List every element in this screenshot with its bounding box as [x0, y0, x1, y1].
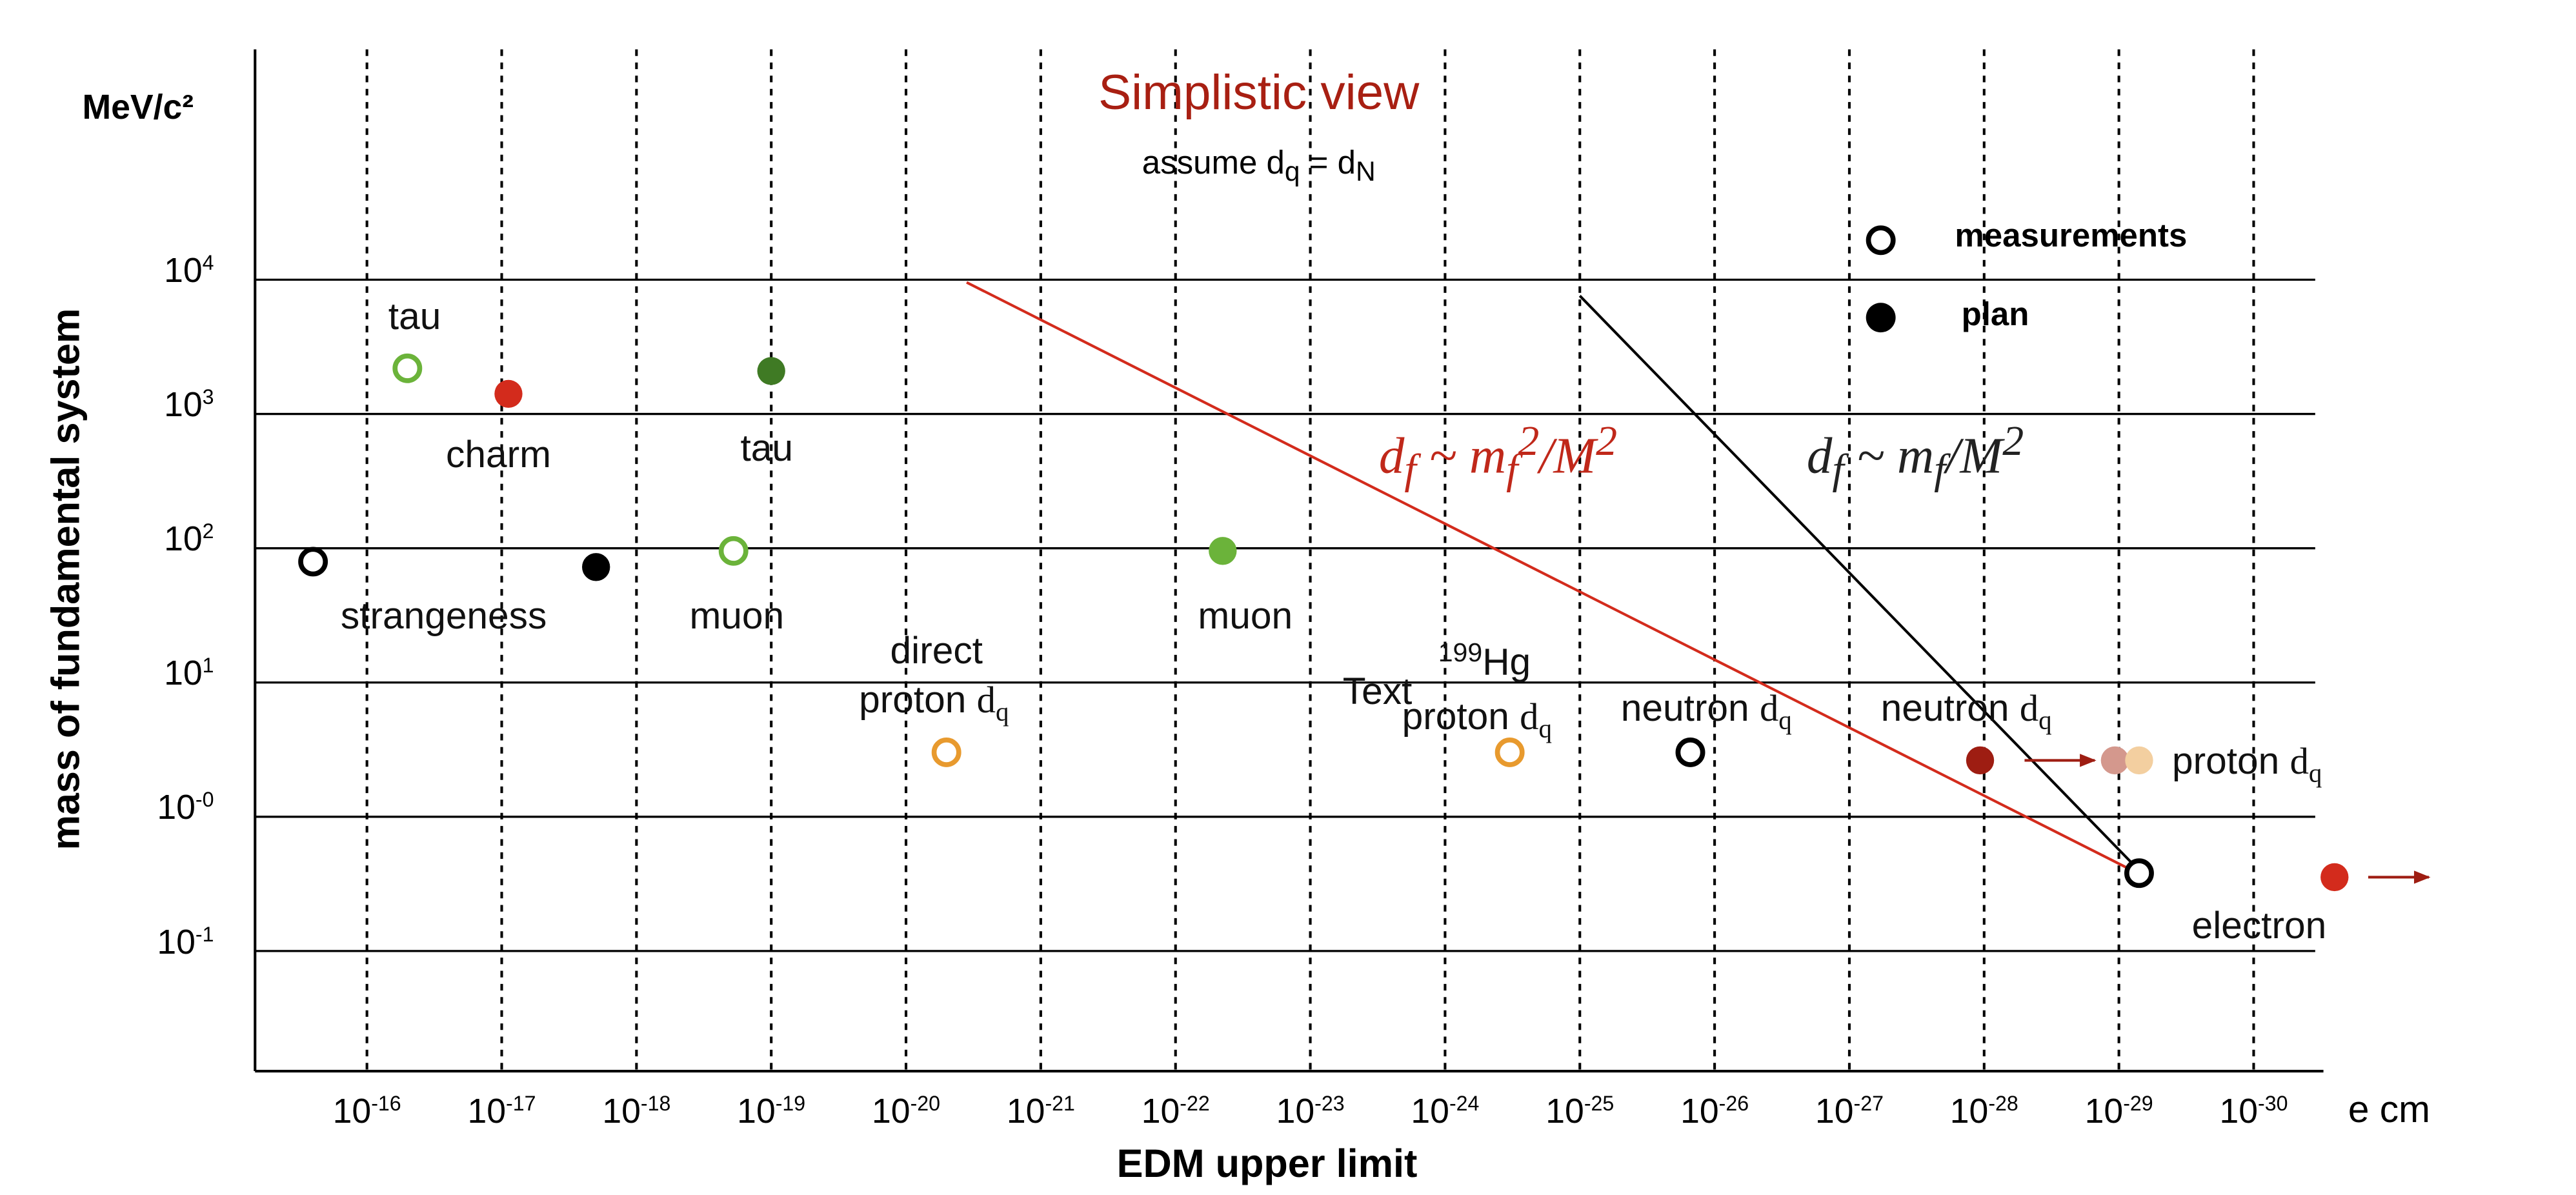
legend-label-measurements: measurements: [1955, 217, 2187, 254]
legend-label-plan: plan: [1962, 296, 2029, 332]
y-tick-label: 10-1: [157, 923, 214, 961]
formula-linear: df ~ mf/M2: [1807, 418, 2024, 493]
label-text: Text: [1343, 671, 1413, 712]
x-tick-label: 10-16: [333, 1092, 401, 1130]
quadratic-scaling-line: [966, 281, 2133, 872]
label-electron: electron: [2192, 905, 2327, 947]
axes-layer: 10-16 10-17 10-18 10-19 10-20 10-21 10-22 10-23…: [43, 49, 2430, 1185]
chart-title: Simplistic view: [1098, 66, 1419, 120]
label-hg: 199Hg: [1438, 638, 1531, 683]
label-neutron-meas: neutron dq: [1621, 688, 1792, 734]
x-axis-title: EDM upper limit: [1117, 1142, 1418, 1185]
y-tick-label: 102: [164, 520, 214, 558]
chart-subtitle: assume dq = dN: [1142, 145, 1376, 187]
point-muon-meas: [718, 536, 749, 566]
label-muon-left: muon: [689, 596, 784, 637]
x-tick-label: 10-28: [1950, 1092, 2018, 1130]
x-tick-label: 10-25: [1545, 1092, 1614, 1130]
point-neutron-meas: [1675, 737, 1706, 767]
x-tick-label: 10-19: [737, 1092, 805, 1130]
point-neutron-plan-future: [2100, 746, 2129, 775]
label-tau-left: tau: [388, 296, 441, 337]
y-unit-label: MeV/c²: [83, 89, 194, 126]
label-proton-plan: proton dq: [2172, 741, 2322, 787]
y-axis-title: mass of fundamental system: [43, 308, 87, 850]
point-charm-plan: [494, 379, 523, 408]
legend-marker-filled: [1866, 303, 1896, 333]
point-tau-plan: [757, 357, 785, 385]
x-tick-label: 10-27: [1815, 1092, 1884, 1130]
point-neutron-plan: [1966, 746, 1995, 775]
point-strangeness-plan: [582, 553, 610, 581]
x-tick-label: 10-26: [1680, 1092, 1749, 1130]
point-electron-plan: [2320, 863, 2349, 892]
x-tick-label: 10-21: [1007, 1092, 1075, 1130]
y-tick-label: 103: [164, 386, 214, 424]
x-tick-label: 10-17: [467, 1092, 536, 1130]
point-proton-hg-meas: [1494, 737, 1525, 767]
x-tick-label: 10-18: [602, 1092, 670, 1130]
label-direct: direct: [891, 630, 983, 672]
x-tick-label: 10-20: [872, 1092, 940, 1130]
legend-marker-open: [1866, 225, 1896, 256]
grid-layer: [255, 49, 2315, 1070]
y-tick-label: 101: [164, 654, 214, 692]
point-proton-plan: [2125, 746, 2153, 775]
scaling-lines: [966, 281, 2431, 884]
y-tick-label: 104: [164, 252, 214, 290]
x-tick-label: 10-23: [1276, 1092, 1345, 1130]
x-unit-label: e cm: [2348, 1089, 2430, 1130]
point-strangeness-meas: [298, 547, 328, 577]
label-proton-direct: proton dq: [859, 679, 1009, 726]
label-strangeness: strangeness: [341, 596, 547, 637]
label-charm: charm: [446, 434, 551, 476]
point-muon-plan: [1209, 537, 1237, 565]
x-tick-label: 10-29: [2085, 1092, 2153, 1130]
linear-scaling-line: [1578, 295, 2140, 872]
point-electron-meas: [2124, 858, 2154, 889]
label-tau-right: tau: [741, 428, 794, 469]
data-points: [298, 353, 2349, 892]
x-tick-label: 10-24: [1411, 1092, 1479, 1130]
x-tick-label: 10-22: [1142, 1092, 1210, 1130]
formula-quadratic: df ~ mf2/M2: [1379, 418, 1617, 493]
label-muon-right: muon: [1198, 596, 1293, 637]
label-neutron-plan: neutron dq: [1881, 688, 2052, 734]
text-layer: Simplistic view assume dq = dN measurement…: [341, 66, 2327, 947]
point-tau-meas: [392, 353, 423, 383]
x-tick-label: 10-30: [2219, 1092, 2288, 1130]
point-proton-direct-meas: [931, 737, 961, 767]
y-tick-label: 10-0: [157, 788, 214, 827]
label-proton-hg: proton dq: [1402, 696, 1552, 743]
